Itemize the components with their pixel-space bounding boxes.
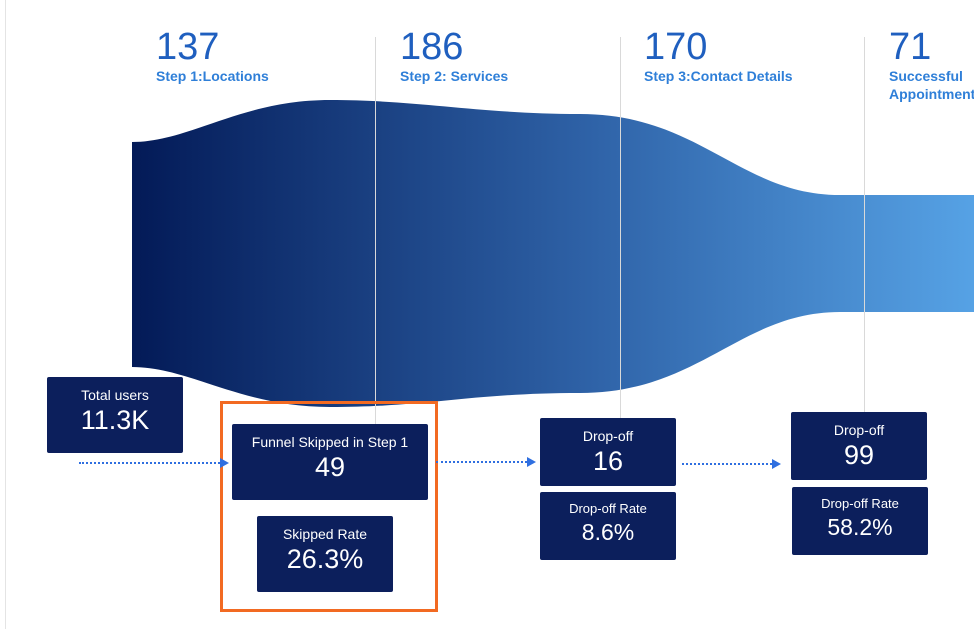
stage-value: 137 [156, 26, 220, 68]
drop-off-rate-step3-card: Drop-off Rate 8.6% [540, 492, 676, 560]
metric-label: Drop-off Rate [569, 501, 647, 516]
metric-label: Funnel Skipped in Step 1 [251, 434, 409, 450]
left-divider [5, 0, 6, 629]
stage-name: Step 3:Contact Details [644, 68, 793, 84]
funnel-skipped-card: Funnel Skipped in Step 1 49 [232, 424, 428, 500]
metric-label: Skipped Rate [282, 526, 368, 542]
total-users-card: Total users 11.3K [47, 377, 183, 453]
flow-arrow-3 [682, 459, 781, 469]
stage-label-1: 137 Step 1:Locations [156, 28, 286, 85]
stage-value: 71 [889, 26, 932, 68]
stage-name: Successful Appointment Booking [889, 68, 974, 102]
skipped-rate-card: Skipped Rate 26.3% [257, 516, 393, 592]
stage-name: Step 1:Locations [156, 68, 269, 84]
metric-label: Drop-off [582, 428, 634, 444]
flow-arrow-2 [436, 457, 536, 467]
stage-value: 170 [644, 26, 708, 68]
funnel-band [132, 100, 974, 407]
metric-label: Drop-off Rate [821, 496, 899, 511]
stage-label-3: 170 Step 3:Contact Details [644, 28, 814, 85]
arrow-head-icon [220, 458, 229, 468]
arrow-head-icon [527, 457, 536, 467]
drop-off-step3-card: Drop-off 16 [540, 418, 676, 486]
stage-name: Step 2: Services [400, 68, 509, 84]
drop-off-final-card: Drop-off 99 [791, 412, 927, 480]
flow-arrow-1 [79, 458, 229, 468]
stage-label-2: 186 Step 2: Services [400, 28, 530, 85]
metric-value: 16 [592, 446, 624, 476]
metric-label: Drop-off [833, 422, 885, 438]
metric-value: 8.6% [581, 519, 635, 545]
metric-label: Total users [81, 387, 149, 403]
skipped-highlight-frame [220, 401, 438, 612]
metric-value: 26.3% [286, 544, 364, 574]
metric-value: 99 [843, 440, 875, 470]
stage-value: 186 [400, 26, 464, 68]
metric-value: 58.2% [827, 514, 893, 540]
metric-value: 11.3K [80, 405, 150, 435]
stage-label-4: 71 Successful Appointment Booking [889, 28, 974, 103]
drop-off-rate-final-card: Drop-off Rate 58.2% [792, 487, 928, 555]
metric-value: 49 [314, 452, 346, 482]
arrow-head-icon [772, 459, 781, 469]
